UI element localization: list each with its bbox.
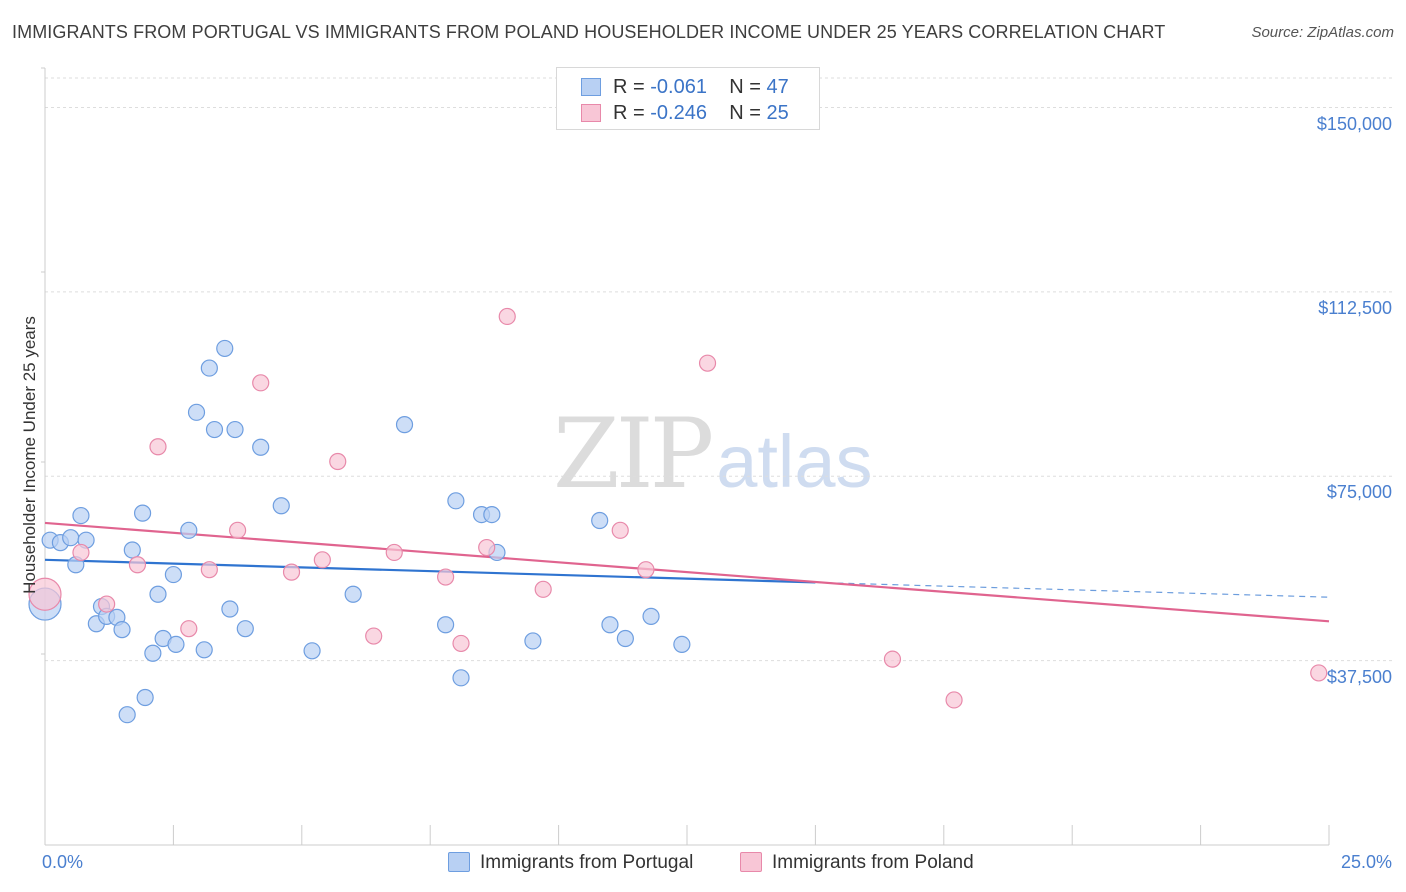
poland-point-17 (498, 307, 516, 326)
portugal-point-28 (226, 420, 244, 439)
poland-point-16 (478, 538, 496, 557)
poland-point-6 (200, 561, 218, 579)
portugal-point-23 (195, 641, 213, 659)
poland-point-21 (698, 354, 717, 372)
legend-item-portugal[interactable]: Immigrants from Portugal (448, 852, 693, 874)
portugal-point-41 (524, 632, 542, 650)
portugal-trend-line (44, 558, 816, 584)
poland-point-18 (534, 580, 552, 598)
poland-point-7 (229, 521, 247, 539)
poland-point-4 (149, 438, 167, 456)
poland-point-8 (252, 374, 270, 392)
portugal-point-11 (113, 621, 131, 639)
portugal-point-17 (149, 585, 167, 603)
x-tick-label-max: 25.0% (1340, 852, 1392, 872)
poland-n-label: N = (729, 102, 761, 124)
portugal-point-44 (616, 629, 634, 648)
source-label: Source: ZipAtlas.com (1251, 24, 1394, 41)
portugal-r-label: R = (613, 76, 645, 98)
poland-point-13 (385, 543, 403, 562)
portugal-point-29 (236, 620, 254, 638)
portugal-point-26 (216, 339, 234, 358)
y-tick-label-0: $37,500 (1326, 666, 1392, 687)
x-tick-label-min: 0.0% (42, 852, 84, 872)
portugal-point-5 (72, 506, 90, 525)
portugal-point-3 (62, 529, 80, 547)
poland-point-2 (98, 595, 116, 613)
chart-title: IMMIGRANTS FROM PORTUGAL VS IMMIGRANTS F… (12, 22, 1166, 42)
poland-point-9 (282, 563, 301, 581)
poland-r-label: R = (613, 102, 645, 124)
correlation-stats-box: R = -0.061 N = 47 R = -0.246 N = 25 (556, 67, 820, 130)
portugal-n-value: 47 (766, 76, 789, 98)
poland-swatch (581, 104, 601, 122)
portugal-point-36 (447, 492, 465, 510)
poland-n-value: 25 (766, 102, 789, 124)
portugal-point-24 (200, 359, 218, 377)
portugal-point-43 (601, 616, 619, 634)
y-tick-label-3: $150,000 (1316, 113, 1392, 134)
portugal-point-12 (118, 706, 136, 724)
portugal-point-25 (205, 420, 224, 439)
poland-point-22 (883, 650, 902, 668)
portugal-point-22 (187, 403, 206, 421)
poland-point-24 (1310, 664, 1328, 682)
poland-point-1 (72, 543, 90, 562)
portugal-point-45 (642, 607, 660, 625)
poland-point-23 (945, 691, 963, 709)
portugal-point-19 (164, 565, 182, 584)
portugal-point-20 (167, 635, 185, 654)
portugal-point-34 (395, 416, 414, 434)
portugal-point-13 (123, 541, 141, 559)
portugal-n-label: N = (729, 76, 761, 98)
legend-poland-label: Immigrants from Poland (772, 852, 974, 873)
poland-r-value: -0.246 (650, 102, 707, 124)
poland-point-3 (128, 556, 147, 574)
stats-row-poland: R = -0.246 N = 25 (581, 102, 789, 126)
poland-point-10 (313, 551, 331, 569)
portugal-point-33 (344, 585, 362, 603)
y-tick-label-1: $75,000 (1326, 482, 1392, 503)
portugal-point-27 (221, 600, 239, 618)
portugal-point-42 (591, 511, 609, 530)
portugal-point-14 (133, 504, 152, 522)
y-tick-label-2: $112,500 (1318, 297, 1392, 318)
stats-row-portugal: R = -0.061 N = 47 (581, 76, 789, 100)
y-axis-label: Householder Income Under 25 years (20, 316, 39, 594)
poland-point-0 (28, 577, 62, 611)
legend-poland-swatch (740, 852, 762, 872)
portugal-point-30 (252, 438, 270, 456)
portugal-point-32 (303, 642, 321, 660)
legend-item-poland[interactable]: Immigrants from Poland (740, 852, 974, 874)
poland-point-15 (452, 634, 470, 653)
legend-portugal-label: Immigrants from Portugal (480, 852, 694, 873)
portugal-trend-extension (815, 581, 1330, 598)
portugal-point-39 (483, 505, 501, 524)
portugal-point-16 (144, 644, 162, 662)
portugal-point-15 (136, 688, 154, 707)
portugal-point-37 (452, 669, 470, 687)
portugal-r-value: -0.061 (650, 76, 707, 98)
poland-trend-line (44, 521, 1330, 623)
poland-point-20 (637, 561, 655, 579)
portugal-point-46 (673, 635, 691, 654)
portugal-point-35 (437, 616, 455, 634)
portugal-point-21 (180, 521, 198, 539)
poland-point-12 (365, 627, 383, 645)
poland-point-5 (180, 620, 198, 638)
legend-portugal-swatch (448, 852, 470, 872)
poland-point-11 (329, 452, 347, 471)
poland-point-14 (437, 568, 455, 586)
poland-point-19 (611, 521, 629, 539)
portugal-swatch (581, 78, 601, 96)
portugal-point-31 (272, 497, 290, 515)
